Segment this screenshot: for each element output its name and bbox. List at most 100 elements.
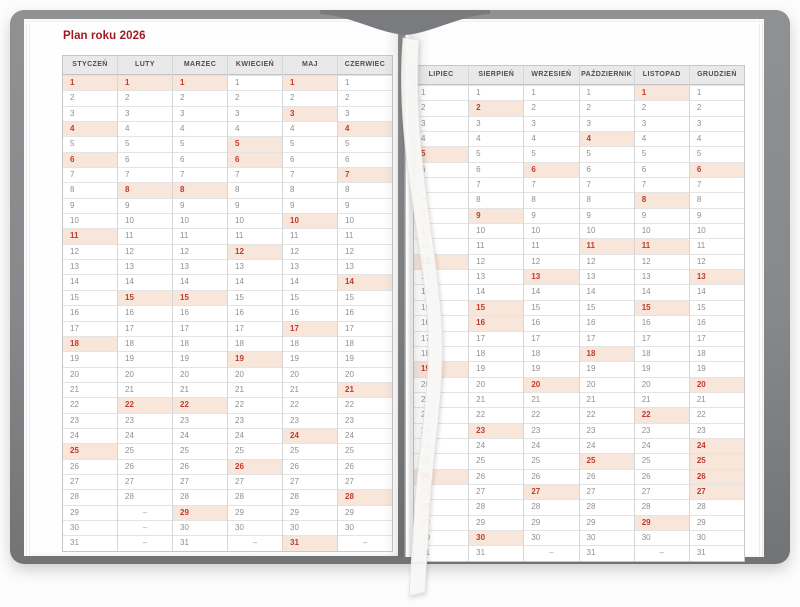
day-cell: 16 bbox=[579, 315, 634, 330]
day-cell: 26 bbox=[634, 468, 689, 484]
day-cell: 5 bbox=[338, 136, 392, 151]
day-cell: 9 bbox=[689, 207, 745, 223]
day-cell: 26 bbox=[579, 468, 634, 484]
day-cell: 30 bbox=[338, 519, 392, 535]
day-cell: 3 bbox=[228, 105, 282, 121]
day-cell: 23 bbox=[283, 412, 337, 428]
day-cell: 6 bbox=[414, 161, 469, 177]
day-cell: 28 bbox=[228, 489, 282, 504]
day-cell: 5 bbox=[283, 136, 337, 151]
day-cell: 29 bbox=[634, 514, 689, 530]
day-cell: 28 bbox=[63, 489, 117, 504]
day-cell: 28 bbox=[173, 489, 227, 504]
day-cell: 17 bbox=[469, 330, 524, 346]
day-cell: 22 bbox=[469, 407, 524, 422]
day-cell: 24 bbox=[173, 427, 227, 443]
day-cell: 13 bbox=[469, 269, 524, 284]
day-cell: 12 bbox=[579, 253, 634, 269]
day-cell: 28 bbox=[283, 489, 337, 504]
day-cell: 31 bbox=[173, 535, 227, 550]
page-stack-edge-top-left bbox=[24, 19, 398, 24]
day-cell: 3 bbox=[63, 105, 117, 121]
page-stack-edge-right bbox=[757, 19, 764, 557]
day-cell: 22 bbox=[524, 407, 579, 422]
day-cell: 11 bbox=[469, 238, 524, 253]
day-cell: 31 bbox=[414, 545, 469, 560]
day-cell: 14 bbox=[283, 274, 337, 289]
month-header: LUTY bbox=[118, 56, 172, 75]
day-cell: 8 bbox=[338, 182, 392, 197]
day-cell: 10 bbox=[338, 213, 392, 228]
day-cell: 17 bbox=[414, 330, 469, 346]
day-cell: 29 bbox=[63, 504, 117, 520]
day-cell: 15 bbox=[414, 299, 469, 315]
day-cell: 3 bbox=[414, 115, 469, 131]
day-cell: 1 bbox=[283, 75, 337, 91]
day-cell: 27 bbox=[338, 473, 392, 489]
day-cell: 2 bbox=[63, 90, 117, 105]
month-column: MAJ 1 2 3 4 5 6 7 8 9 10 11 12 13 14 15 16 17 18 19 20 21 22 23… bbox=[283, 56, 338, 551]
day-cell: 14 bbox=[579, 284, 634, 299]
day-cell: 5 bbox=[579, 146, 634, 161]
day-cell: 12 bbox=[63, 243, 117, 259]
day-cell: 10 bbox=[63, 213, 117, 228]
month-column: WRZESIEŃ 1 2 3 4 5 6 7 8 9 10 11 12 13 14 15 16 17 18 19 20 2… bbox=[524, 66, 580, 561]
day-cell: 7 bbox=[173, 167, 227, 182]
day-cell: 11 bbox=[524, 238, 579, 253]
day-cell: 21 bbox=[338, 381, 392, 398]
page-stack-edge-left bbox=[24, 19, 31, 556]
day-cell: 20 bbox=[689, 376, 745, 392]
day-cell: 27 bbox=[63, 473, 117, 489]
day-cell: 4 bbox=[689, 131, 745, 146]
day-cell: 11 bbox=[283, 228, 337, 243]
day-cell: 25 bbox=[524, 453, 579, 468]
day-cell: 6 bbox=[118, 151, 172, 167]
day-cell: 19 bbox=[283, 351, 337, 366]
day-cell: 29 bbox=[228, 504, 282, 520]
day-cell: 25 bbox=[228, 443, 282, 458]
day-cell: 3 bbox=[338, 105, 392, 121]
day-cell: 7 bbox=[579, 177, 634, 192]
day-cell: 12 bbox=[414, 253, 469, 270]
month-header: STYCZEŃ bbox=[63, 56, 117, 75]
day-cell: 13 bbox=[634, 269, 689, 284]
spine-dip bbox=[320, 10, 490, 35]
day-cell: 13 bbox=[63, 259, 117, 274]
day-cell: 30 bbox=[689, 529, 745, 545]
day-cell: 31 bbox=[579, 545, 634, 560]
day-cell: 24 bbox=[469, 437, 524, 453]
day-cell: 10 bbox=[689, 223, 745, 238]
day-cell: 20 bbox=[524, 376, 579, 392]
day-cell: 27 bbox=[118, 473, 172, 489]
day-cell: 16 bbox=[228, 305, 282, 320]
month-header: MAJ bbox=[283, 56, 337, 75]
day-cell: 28 bbox=[524, 499, 579, 514]
day-cell: 24 bbox=[414, 437, 469, 453]
day-cell: 9 bbox=[63, 197, 117, 213]
day-cell: 14 bbox=[524, 284, 579, 299]
day-cell: 28 bbox=[469, 499, 524, 514]
day-cell: 3 bbox=[173, 105, 227, 121]
day-cell: 30 bbox=[173, 519, 227, 535]
day-cell: 11 bbox=[173, 228, 227, 243]
day-cell: 18 bbox=[63, 335, 117, 352]
day-cell: – bbox=[118, 535, 172, 550]
day-cell: 20 bbox=[338, 366, 392, 382]
day-cell: 17 bbox=[634, 330, 689, 346]
day-cell: 1 bbox=[173, 75, 227, 91]
day-cell: 22 bbox=[689, 407, 745, 422]
day-cell: 4 bbox=[469, 131, 524, 146]
day-cell: 26 bbox=[414, 468, 469, 484]
day-cell: 25 bbox=[173, 443, 227, 458]
day-cell: 15 bbox=[579, 299, 634, 315]
day-cell: 9 bbox=[173, 197, 227, 213]
day-cell: 26 bbox=[469, 468, 524, 484]
day-cell: 11 bbox=[634, 238, 689, 254]
day-cell: 2 bbox=[524, 100, 579, 115]
month-column: LUTY 1 2 3 4 5 6 7 8 9 10 11 12 13 14 15 16 17 18 19 20 21 22 2… bbox=[118, 56, 173, 551]
day-cell: 3 bbox=[283, 105, 337, 122]
day-cell: 18 bbox=[689, 345, 745, 361]
day-cell: 19 bbox=[689, 361, 745, 376]
page-left: Plan roku 2026 STYCZEŃ 1 2 3 4 5 6 7 8 9 10 11 12 13 1… bbox=[24, 19, 398, 556]
day-cell: 21 bbox=[579, 391, 634, 407]
